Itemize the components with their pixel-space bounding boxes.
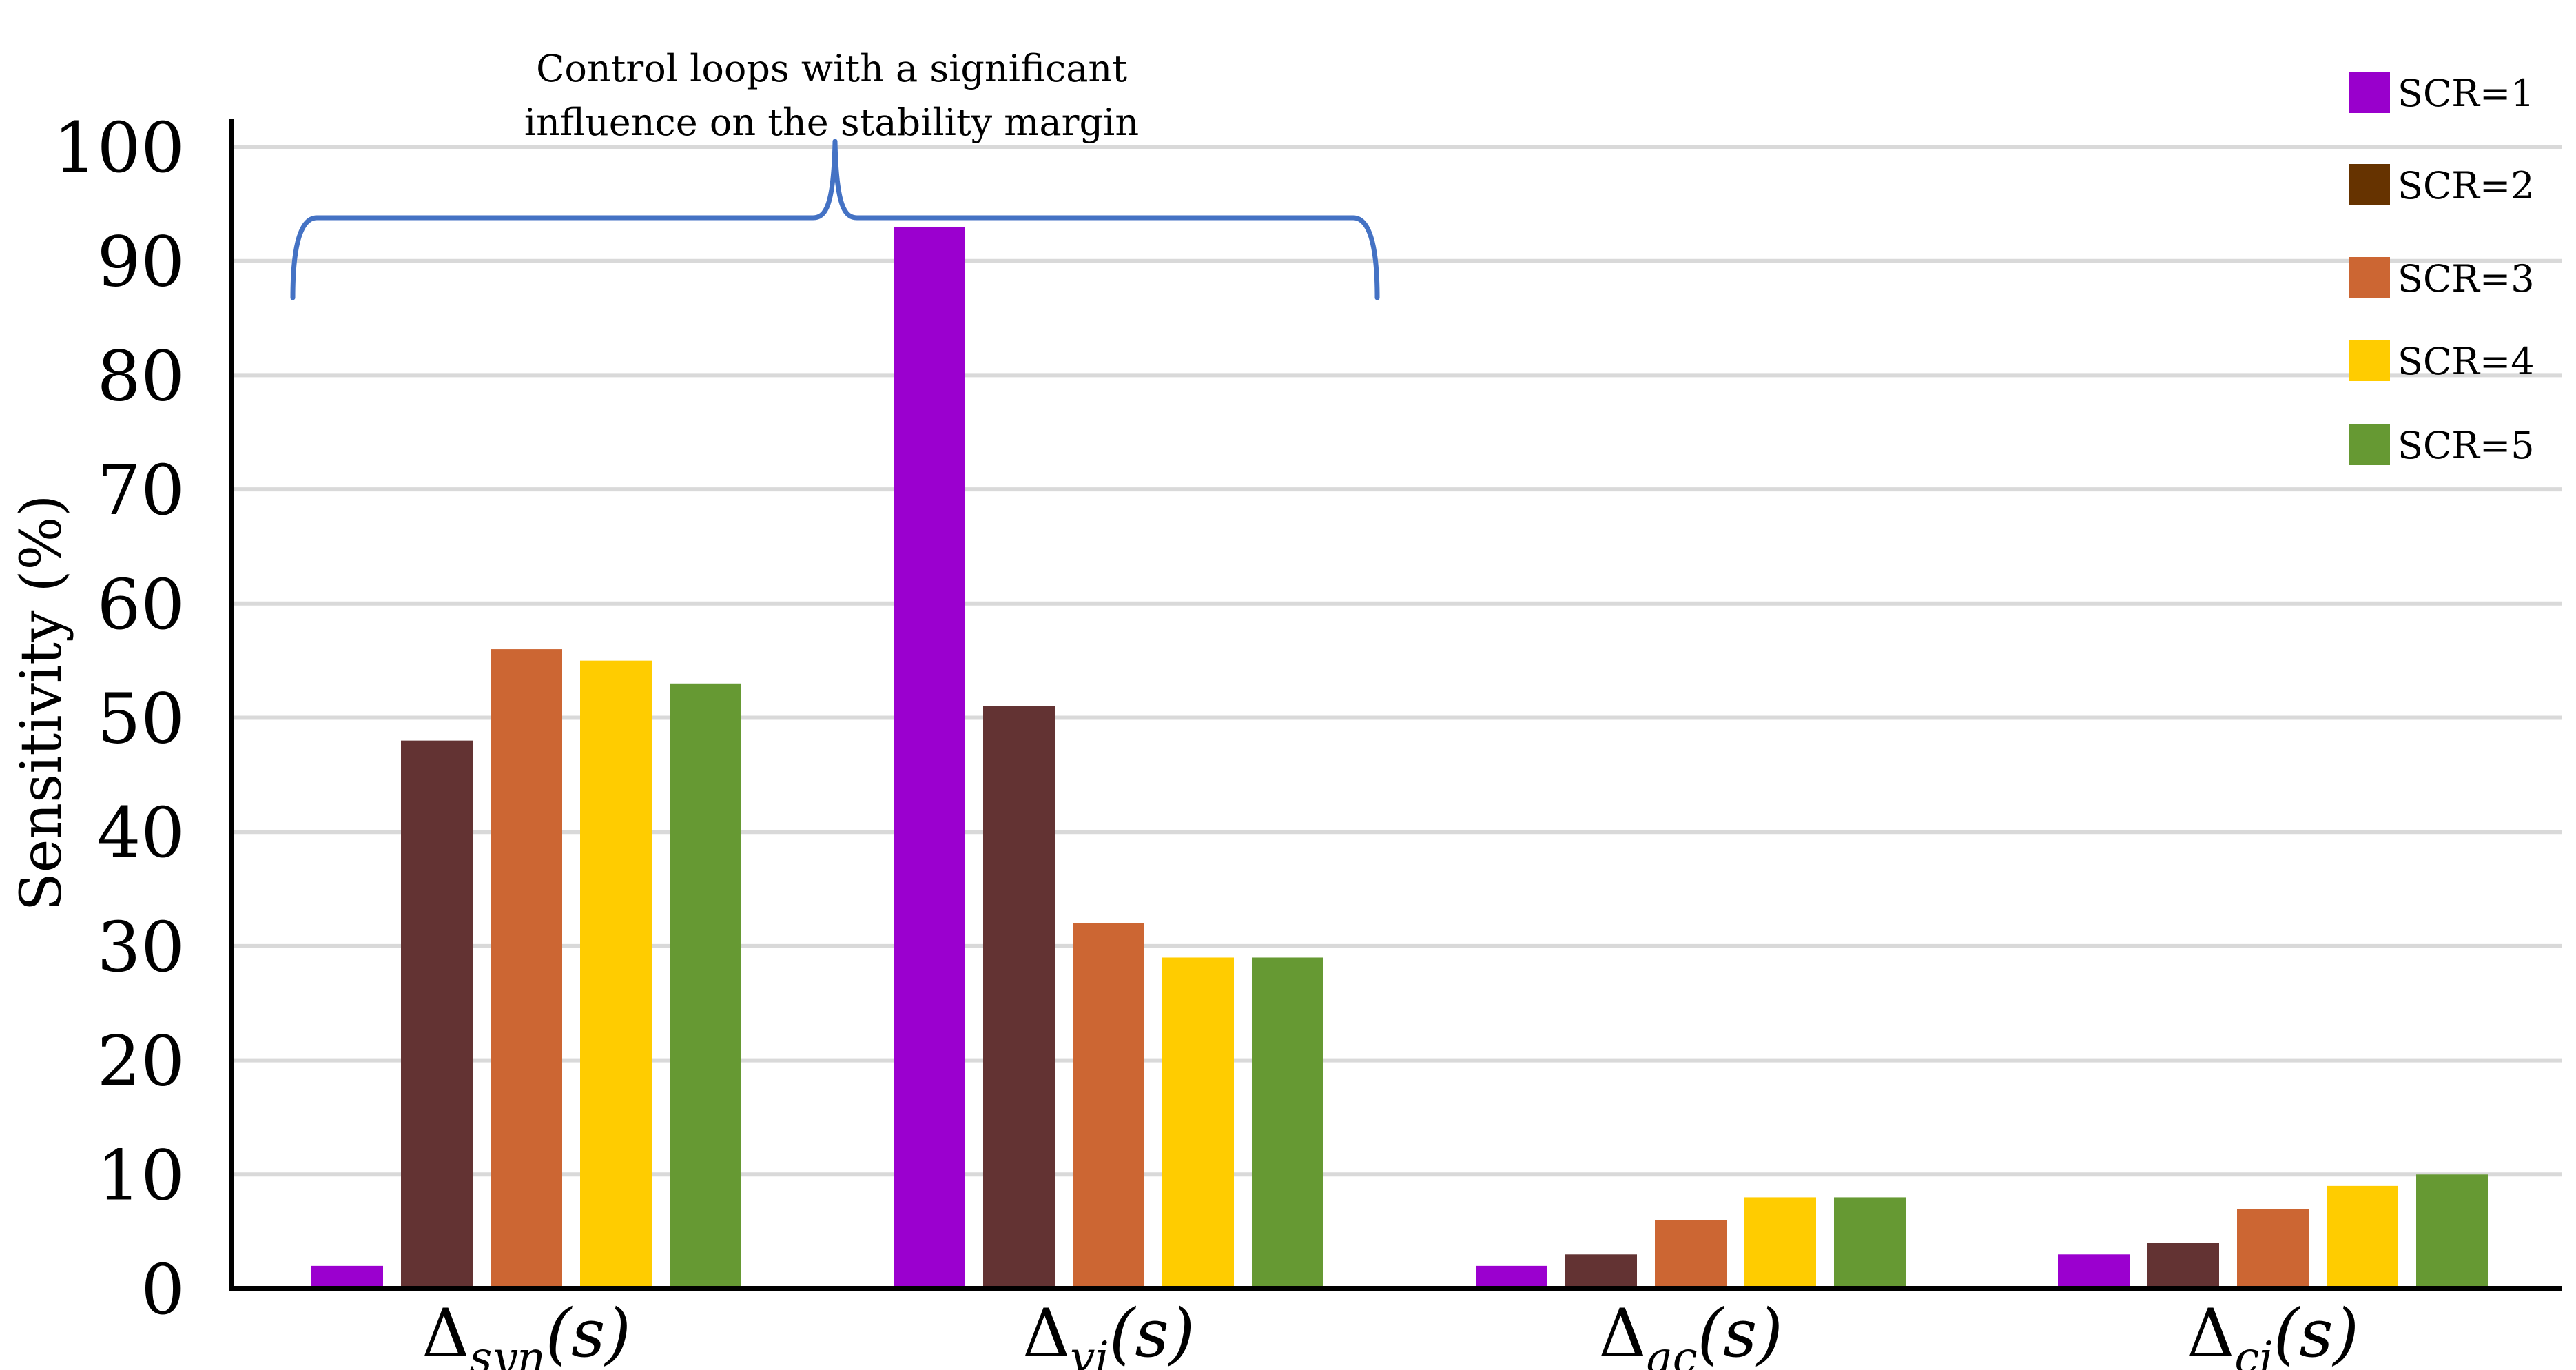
annotation-brace [290, 139, 1380, 300]
y-tick-label: 30 [97, 907, 185, 988]
category-base: Δ [1022, 1295, 1070, 1370]
bar-scr-5-cat-2 [1834, 1197, 1906, 1289]
category-argument: (s) [546, 1295, 631, 1370]
category-argument: (s) [1109, 1295, 1195, 1370]
bar-scr-5-cat-1 [1252, 957, 1323, 1289]
bar-scr-1-cat-3 [2058, 1254, 2130, 1289]
y-tick-label: 20 [97, 1021, 185, 1102]
y-tick-label: 10 [97, 1135, 185, 1216]
category-subscript: ac [1647, 1333, 1698, 1370]
legend-item: SCR=2 [2349, 164, 2535, 207]
category-subscript: ci [2234, 1333, 2273, 1370]
legend-label: SCR=3 [2398, 257, 2535, 300]
bar-scr-2-cat-3 [2147, 1243, 2219, 1289]
y-tick-labels: 0 10 20 30 40 50 60 70 80 90 100 [53, 108, 185, 1330]
x-category-label: Δci(s) [2187, 1295, 2359, 1370]
legend-label: SCR=2 [2398, 164, 2535, 207]
bar-scr-4-cat-3 [2327, 1185, 2398, 1289]
legend-swatch [2349, 340, 2390, 381]
category-argument: (s) [2274, 1295, 2359, 1370]
legend-label: SCR=5 [2398, 424, 2535, 467]
bar-scr-1-cat-2 [1476, 1265, 1547, 1289]
legend-swatch [2349, 164, 2390, 205]
legend-swatch [2349, 72, 2390, 113]
bar-scr-1-cat-1 [894, 226, 965, 1289]
legend-label: SCR=1 [2398, 72, 2535, 115]
x-category-labels: Δsyn(s) Δvi(s) Δac(s) Δci(s) [422, 1295, 2359, 1370]
bar-scr-1-cat-0 [311, 1265, 383, 1289]
bar-scr-3-cat-3 [2237, 1209, 2309, 1289]
category-argument: (s) [1698, 1295, 1783, 1370]
legend-swatch [2349, 424, 2390, 465]
bar-scr-5-cat-0 [670, 683, 741, 1289]
y-tick-label: 0 [141, 1249, 185, 1330]
legend-item: SCR=4 [2349, 340, 2535, 383]
legend-item: SCR=1 [2349, 72, 2535, 115]
x-category-label: Δac(s) [1598, 1295, 1783, 1370]
category-base: Δ [1598, 1295, 1646, 1370]
axes [229, 119, 2562, 1291]
annotation-text-line-2: influence on the stability margin [524, 101, 1139, 144]
bar-scr-5-cat-3 [2416, 1174, 2488, 1289]
bar-scr-2-cat-0 [401, 740, 473, 1289]
y-tick-label: 100 [53, 108, 185, 188]
y-tick-label: 80 [97, 336, 185, 416]
y-tick-label: 60 [97, 564, 185, 645]
bars [311, 226, 2488, 1289]
category-base: Δ [422, 1295, 469, 1370]
bar-scr-3-cat-1 [1073, 923, 1144, 1289]
x-category-label: Δvi(s) [1022, 1295, 1195, 1370]
bar-scr-3-cat-0 [491, 649, 562, 1289]
legend-item: SCR=5 [2349, 424, 2535, 467]
bar-scr-2-cat-1 [983, 706, 1055, 1289]
annotation: Control loops with a significant influen… [290, 47, 1380, 300]
y-tick-label: 40 [97, 793, 185, 873]
bar-scr-4-cat-0 [580, 660, 652, 1289]
legend: SCR=1 SCR=2 SCR=3 SCR=4 SCR=5 [2349, 72, 2535, 467]
bar-scr-4-cat-1 [1162, 957, 1234, 1289]
legend-swatch [2349, 257, 2390, 298]
category-base: Δ [2187, 1295, 2234, 1370]
legend-label: SCR=4 [2398, 340, 2535, 383]
bar-scr-3-cat-2 [1655, 1220, 1727, 1289]
y-axis-title: Sensitivity (%) [9, 495, 74, 912]
x-category-label: Δsyn(s) [422, 1295, 631, 1370]
y-tick-label: 90 [97, 222, 185, 303]
y-tick-label: 50 [97, 679, 185, 759]
bar-scr-2-cat-2 [1565, 1254, 1637, 1289]
annotation-text-line-1: Control loops with a significant [536, 47, 1127, 90]
category-subscript: syn [469, 1333, 545, 1370]
category-subscript: vi [1070, 1333, 1109, 1370]
bar-scr-4-cat-2 [1744, 1197, 1816, 1289]
y-tick-label: 70 [97, 450, 185, 531]
legend-item: SCR=3 [2349, 257, 2535, 300]
